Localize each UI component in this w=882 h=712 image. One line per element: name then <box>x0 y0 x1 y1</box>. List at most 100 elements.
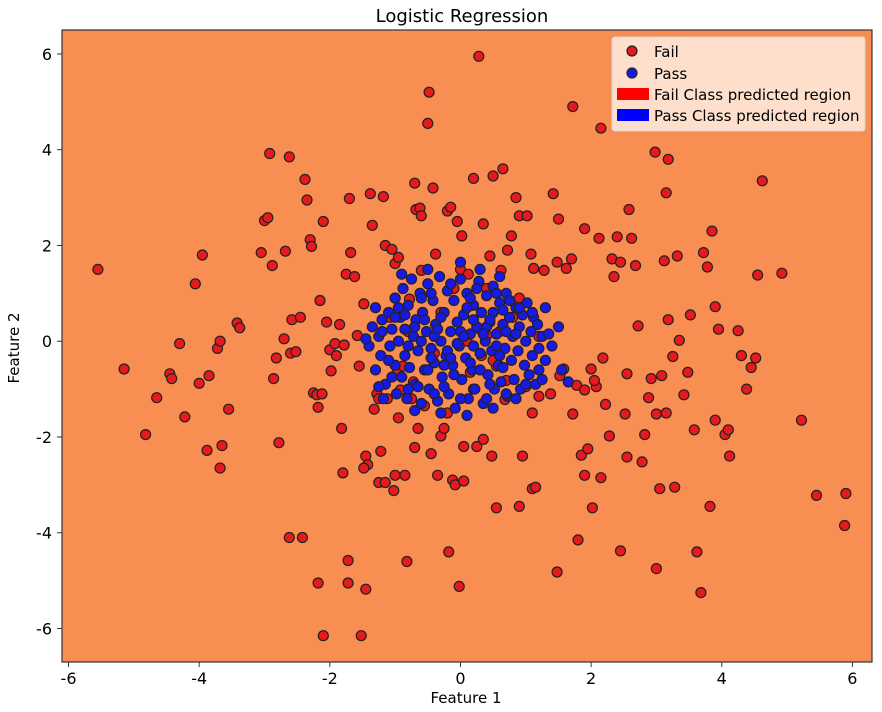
fail-point <box>656 370 668 382</box>
pass-point <box>454 256 467 268</box>
fail-point <box>567 408 579 420</box>
fail-point <box>415 210 427 222</box>
fail-point <box>312 401 324 413</box>
fail-point <box>585 363 597 375</box>
pass-point <box>397 282 409 295</box>
pass-point <box>526 350 538 362</box>
pass-point <box>495 376 507 388</box>
pass-point <box>401 393 413 405</box>
fail-point <box>353 360 365 372</box>
fail-point <box>264 147 276 160</box>
fail-point <box>521 210 533 222</box>
fail-point <box>544 388 557 400</box>
fail-point <box>704 500 716 512</box>
fail-point <box>262 212 274 224</box>
fail-point <box>578 469 591 481</box>
pass-point <box>376 314 388 326</box>
fail-point <box>611 231 623 243</box>
fail-point <box>603 430 616 442</box>
fail-point <box>438 422 450 434</box>
fail-point <box>608 271 620 283</box>
fail-point <box>179 411 191 423</box>
pass-point <box>469 383 481 395</box>
pass-point <box>531 318 544 331</box>
fail-point <box>551 256 563 268</box>
pass-point <box>409 321 421 333</box>
pass-point <box>536 373 548 386</box>
fail-point <box>578 223 591 235</box>
fail-point <box>392 251 404 263</box>
pass-point <box>360 333 372 345</box>
fail-point <box>595 122 607 134</box>
x-tick-label: -2 <box>322 669 338 688</box>
fail-point <box>358 462 370 474</box>
pass-point <box>399 350 411 362</box>
fail-point <box>614 545 627 557</box>
pass-point <box>471 282 483 295</box>
fail-point <box>623 203 635 216</box>
fail-point <box>595 472 607 484</box>
pass-point <box>494 271 506 283</box>
pass-point <box>490 287 502 299</box>
fail-point <box>621 451 633 463</box>
pass-point <box>539 354 552 366</box>
fail-point <box>526 407 538 419</box>
fail-point <box>386 243 398 255</box>
fail-point <box>423 86 435 98</box>
fail-point <box>270 352 282 364</box>
y-tick-label: -4 <box>36 524 52 543</box>
pass-point <box>454 393 467 405</box>
fail-point <box>118 363 130 375</box>
pass-point <box>399 323 411 335</box>
pass-point <box>438 381 450 393</box>
fail-point <box>776 267 788 279</box>
pass-point <box>543 328 555 340</box>
fail-point <box>810 489 823 501</box>
fail-point <box>445 201 457 213</box>
fail-point <box>427 182 439 194</box>
fail-point <box>364 188 376 200</box>
pass-point <box>376 326 388 338</box>
fail-point <box>151 392 163 404</box>
fail-point <box>451 215 463 228</box>
fail-point <box>201 444 213 456</box>
pass-point <box>467 314 480 326</box>
pass-point <box>415 335 427 347</box>
fail-point <box>343 192 355 205</box>
pass-point <box>396 268 408 280</box>
fail-point <box>650 408 663 420</box>
pass-point <box>474 347 486 359</box>
fail-point <box>486 450 498 462</box>
fail-point <box>266 260 278 272</box>
fail-point <box>223 403 235 415</box>
y-axis-label: Feature 2 <box>5 313 23 384</box>
fail-point <box>290 346 302 358</box>
fail-point <box>355 630 367 642</box>
pass-point <box>392 335 404 347</box>
fail-point <box>389 469 401 481</box>
fail-point <box>722 424 734 436</box>
fail-point <box>279 245 291 257</box>
fail-point <box>582 443 594 455</box>
pass-point <box>435 407 447 419</box>
fail-point <box>501 244 514 256</box>
pass-point <box>448 294 460 307</box>
pass-point <box>392 302 404 314</box>
fail-point <box>294 311 306 323</box>
pass-point <box>477 328 489 340</box>
fail-point <box>709 414 721 426</box>
pass-point <box>494 350 506 362</box>
pass-point <box>389 292 401 304</box>
fail-point <box>639 429 651 441</box>
pass-point <box>425 287 437 299</box>
pass-point <box>386 371 398 383</box>
fail-point <box>345 247 357 259</box>
fail-point <box>189 278 201 290</box>
pass-point <box>484 378 496 390</box>
legend-fail-region-patch <box>617 88 649 100</box>
fail-point <box>216 440 228 452</box>
fail-point <box>712 323 725 335</box>
fail-point <box>317 630 329 642</box>
fail-point <box>268 373 280 385</box>
fail-point <box>695 586 707 599</box>
